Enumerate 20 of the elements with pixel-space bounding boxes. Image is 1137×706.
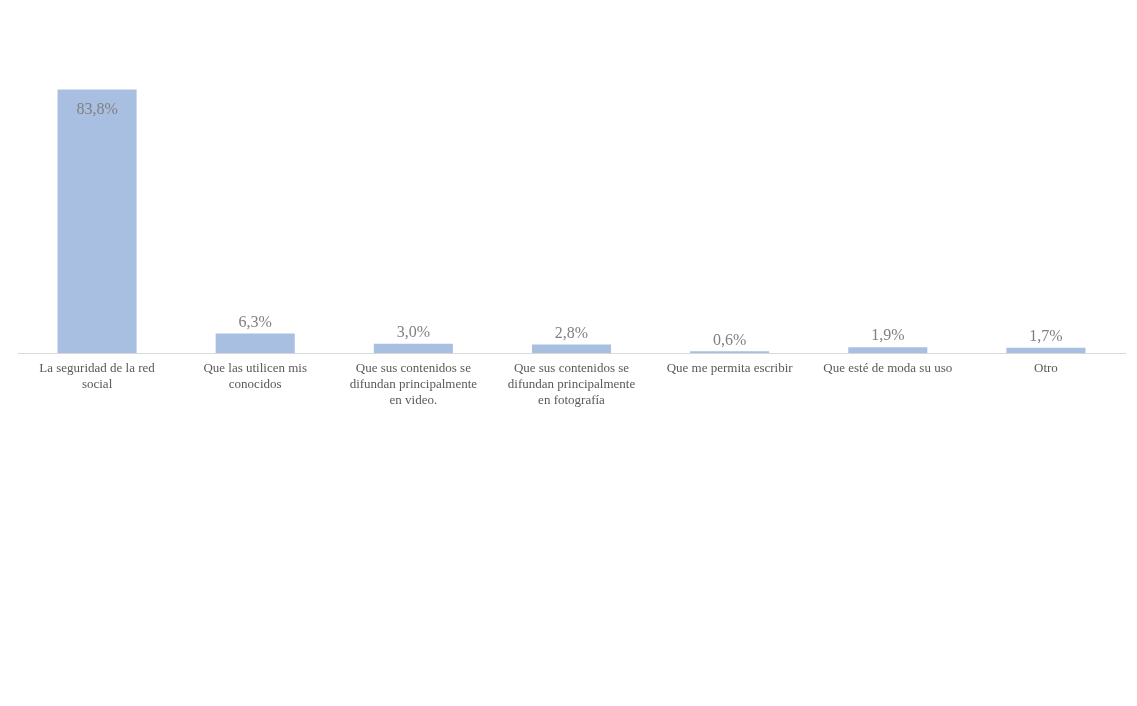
- data-label: 3,0%: [396, 322, 431, 340]
- x-tick-label: Que me permita escribir: [666, 360, 794, 376]
- bar: [373, 343, 453, 354]
- bar: [215, 333, 295, 354]
- x-tick-label: Otro: [1034, 360, 1058, 376]
- data-label: 1,7%: [1029, 327, 1063, 345]
- data-label: 1,9%: [871, 326, 905, 344]
- x-tick-label: La seguridad de la red social: [39, 360, 156, 392]
- data-label: 83,8%: [76, 99, 118, 117]
- data-label: 2,8%: [554, 323, 589, 341]
- x-tick-label: Que sus contenidos se difundan principalmente en fotografía: [507, 360, 636, 407]
- x-tick-label: Que sus contenidos se difundan principalmente en video.: [349, 360, 478, 407]
- data-label: 6,3%: [238, 312, 272, 330]
- bar: [848, 347, 928, 354]
- bar: [57, 89, 137, 354]
- bar: [531, 344, 612, 354]
- bar: [1006, 347, 1086, 354]
- x-tick-label: Que las utilicen mis conocidos: [203, 360, 308, 392]
- data-label: 0,6%: [712, 330, 747, 348]
- x-tick-label: Que esté de moda su uso: [823, 360, 953, 376]
